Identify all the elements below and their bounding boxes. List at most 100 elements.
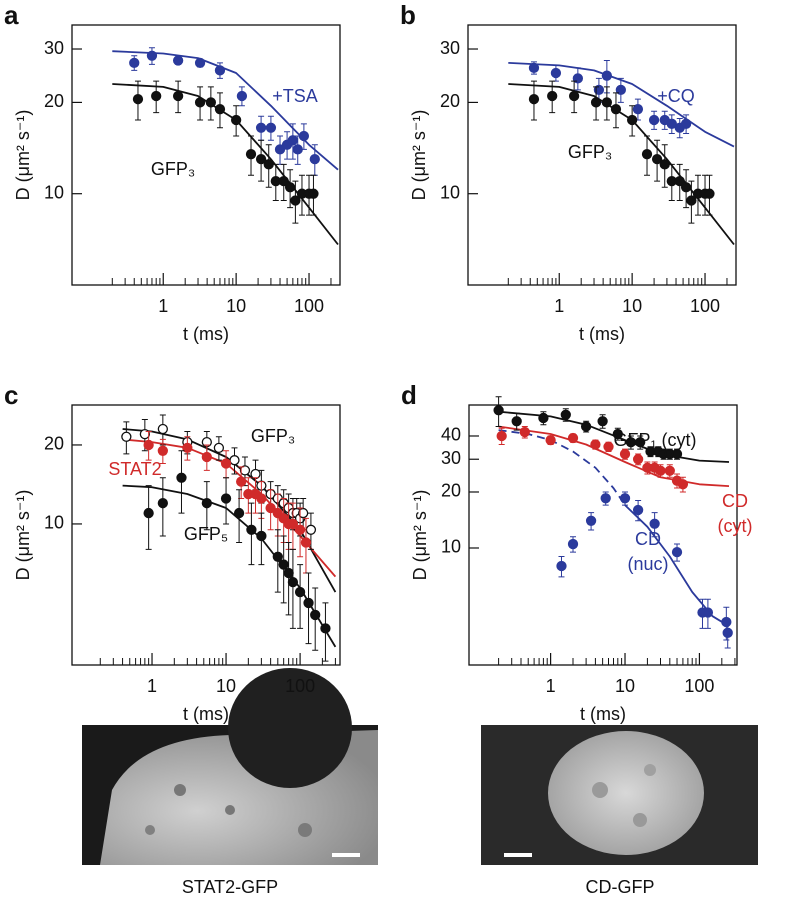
series-label: (nuc) xyxy=(627,554,668,574)
data-point xyxy=(593,84,605,96)
x-tick-label: 100 xyxy=(294,296,324,316)
data-point xyxy=(704,188,715,199)
data-point xyxy=(649,518,660,529)
panel-letter: d xyxy=(401,380,417,410)
data-point xyxy=(547,90,558,102)
data-point xyxy=(284,182,296,193)
data-point xyxy=(300,537,312,548)
data-point xyxy=(619,448,631,460)
data-point xyxy=(528,94,540,105)
data-point xyxy=(290,195,301,206)
data-point xyxy=(278,176,289,187)
data-point xyxy=(294,586,306,598)
data-point xyxy=(601,97,613,108)
y-tick-label: 10 xyxy=(441,537,461,557)
data-point xyxy=(632,104,644,115)
data-point xyxy=(239,465,251,476)
data-point xyxy=(671,448,683,460)
data-point xyxy=(256,530,267,542)
data-point xyxy=(194,57,206,69)
series-label: STAT2 xyxy=(108,459,161,479)
plot-frame xyxy=(71,404,341,666)
data-point xyxy=(560,409,571,420)
error-bar xyxy=(285,541,292,616)
data-point xyxy=(528,62,540,74)
data-point xyxy=(220,458,232,469)
data-point xyxy=(556,560,567,572)
image-caption: STAT2-GFP xyxy=(182,877,278,897)
data-point xyxy=(519,426,530,438)
y-axis-label: D (μm² s⁻¹) xyxy=(410,490,430,581)
data-point xyxy=(214,65,226,76)
panel-letter: b xyxy=(400,0,416,30)
data-point xyxy=(201,498,212,509)
micrograph-right xyxy=(481,725,758,865)
data-point xyxy=(233,507,245,519)
data-point xyxy=(655,465,666,476)
data-point xyxy=(600,493,611,504)
y-tick-label: 20 xyxy=(44,434,64,454)
data-point xyxy=(674,176,685,187)
data-point xyxy=(664,465,675,476)
data-point xyxy=(298,130,310,142)
data-point xyxy=(214,104,226,115)
micrograph-left xyxy=(82,668,378,865)
series-label: CD xyxy=(722,491,748,511)
data-point xyxy=(603,441,614,452)
data-point xyxy=(590,439,601,450)
data-point xyxy=(201,451,212,463)
data-point xyxy=(590,97,602,108)
data-point xyxy=(610,104,622,115)
fit-curve xyxy=(112,50,339,171)
data-point xyxy=(567,538,579,550)
data-point xyxy=(194,97,206,108)
data-point xyxy=(626,114,638,126)
data-point xyxy=(157,498,168,509)
data-point xyxy=(182,442,193,453)
data-point xyxy=(265,502,276,514)
data-point xyxy=(157,445,168,456)
y-tick-label: 10 xyxy=(44,513,64,533)
data-point xyxy=(274,144,286,155)
data-point xyxy=(283,567,294,579)
y-tick-label: 30 xyxy=(440,38,460,58)
data-point xyxy=(545,434,556,446)
y-axis-label: D (μm² s⁻¹) xyxy=(409,110,429,201)
data-point xyxy=(287,135,299,146)
data-point xyxy=(308,188,319,199)
series-label: +TSA xyxy=(272,86,318,106)
data-point xyxy=(493,405,504,416)
data-point xyxy=(659,159,670,170)
y-tick-label: 30 xyxy=(44,38,64,58)
data-point xyxy=(303,597,314,609)
fit-curve xyxy=(112,83,339,246)
x-tick-label: 1 xyxy=(546,676,556,696)
data-point xyxy=(511,416,522,427)
data-point xyxy=(632,454,644,465)
data-point xyxy=(230,114,242,126)
data-point xyxy=(129,57,140,69)
x-tick-label: 10 xyxy=(615,676,635,696)
data-point xyxy=(550,67,562,79)
x-axis-label: t (ms) xyxy=(580,704,626,724)
y-tick-label: 40 xyxy=(441,425,461,445)
series-label: GFP₃ xyxy=(251,426,295,446)
fit-curve xyxy=(508,83,735,246)
data-point xyxy=(157,423,168,435)
data-point xyxy=(255,154,267,165)
y-tick-label: 20 xyxy=(44,91,64,111)
x-axis-label: t (ms) xyxy=(579,324,625,344)
data-point xyxy=(680,118,692,129)
data-point xyxy=(121,431,132,442)
data-point xyxy=(615,84,626,96)
data-point xyxy=(132,94,144,105)
y-tick-label: 10 xyxy=(440,182,460,202)
data-point xyxy=(287,577,299,588)
x-tick-label: 10 xyxy=(226,296,246,316)
data-point xyxy=(666,118,677,129)
data-point xyxy=(619,493,631,504)
y-tick-label: 20 xyxy=(441,481,461,501)
x-tick-label: 10 xyxy=(216,676,236,696)
series-label: CD xyxy=(635,529,661,549)
